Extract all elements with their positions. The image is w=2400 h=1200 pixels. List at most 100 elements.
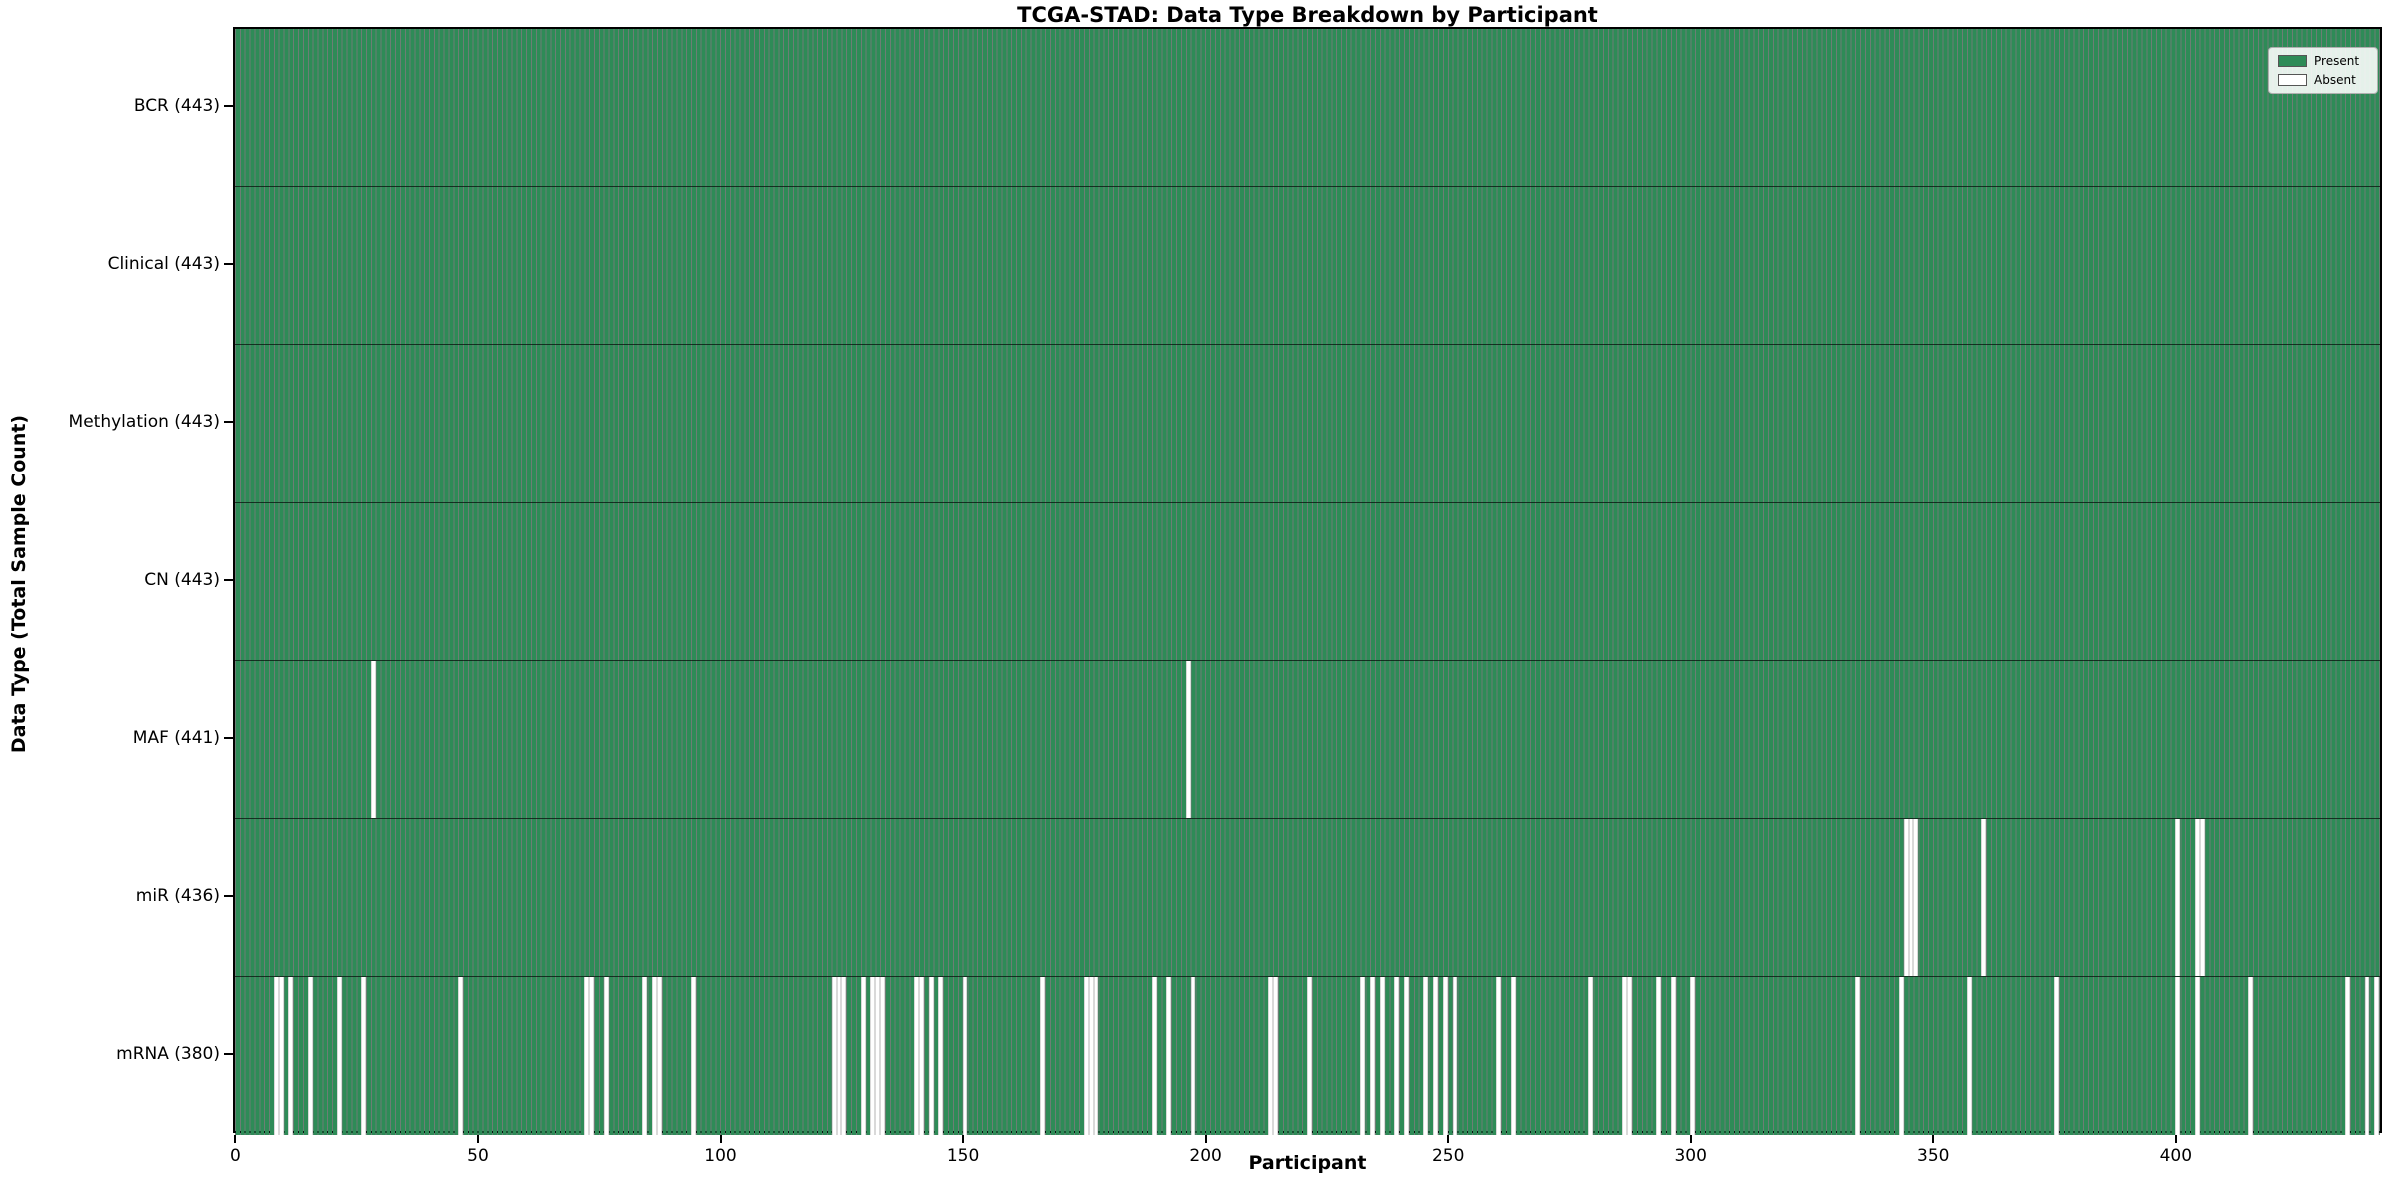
xtick-label-150: 150 [946, 1146, 980, 1166]
row-mRNA [235, 977, 2380, 1135]
absent-bar [1370, 977, 1375, 1135]
x-axis-label: Participant [1248, 1152, 1367, 1174]
absent-bar [2175, 977, 2181, 1135]
xtick-label-300: 300 [1674, 1146, 1707, 1166]
ytick-mark [224, 1053, 233, 1055]
ytick-label-Methylation: Methylation (443) [68, 412, 220, 432]
ytick-label-CN: CN (443) [144, 570, 220, 590]
row-Methylation [235, 345, 2380, 503]
absent-bar [336, 977, 342, 1135]
absent-bar [914, 977, 919, 1135]
absent-bar [273, 977, 279, 1135]
row-MAF [235, 661, 2380, 819]
xtick-mark [719, 1135, 722, 1143]
absent-bar [690, 977, 696, 1135]
absent-bar [1908, 819, 1914, 976]
absent-bar [1656, 977, 1662, 1135]
absent-bar [860, 977, 866, 1135]
absent-bar [1394, 977, 1400, 1135]
xtick-label-250: 250 [1431, 1146, 1465, 1166]
ytick-label-MAF: MAF (441) [132, 728, 220, 748]
absent-bar [1496, 977, 1502, 1135]
absent-bar [1093, 977, 1099, 1135]
absent-bar [1190, 977, 1196, 1135]
xtick-mark [476, 1135, 479, 1143]
xtick-mark [1932, 1135, 1935, 1143]
xtick-label-0: 0 [230, 1146, 241, 1166]
absent-bar [870, 977, 876, 1135]
absent-bar [1088, 977, 1094, 1135]
ytick-label-Clinical: Clinical (443) [107, 254, 220, 274]
absent-bar [2248, 977, 2253, 1135]
absent-bar [1898, 977, 1904, 1135]
absent-bar [589, 977, 594, 1135]
absent-bar [1510, 977, 1516, 1135]
absent-bar [642, 977, 648, 1135]
absent-bar [603, 977, 609, 1135]
absent-bar [1855, 977, 1861, 1135]
absent-bar [938, 977, 944, 1135]
absent-bar [1423, 977, 1429, 1135]
row-miR [235, 819, 2380, 977]
absent-bar [1903, 819, 1909, 976]
absent-swatch-icon [2278, 74, 2307, 86]
legend-entry-present: Present [2278, 54, 2368, 68]
absent-bar [1913, 819, 1919, 976]
legend-entry-absent: Absent [2278, 73, 2368, 87]
absent-bar [1379, 977, 1385, 1135]
xtick-mark [234, 1135, 237, 1143]
ytick-label-mRNA: mRNA (380) [116, 1044, 220, 1064]
row-CN [235, 503, 2380, 661]
absent-bar [1670, 977, 1676, 1135]
absent-bar [1627, 977, 1633, 1135]
absent-bar [1622, 977, 1628, 1135]
absent-bar [307, 977, 313, 1135]
absent-bar [370, 661, 376, 818]
absent-bar [278, 977, 284, 1135]
ytick-mark [224, 579, 233, 581]
absent-bar [841, 977, 847, 1135]
absent-bar [288, 977, 294, 1135]
xtick-label-100: 100 [704, 1146, 737, 1166]
absent-bar [652, 977, 658, 1135]
ytick-mark [224, 737, 233, 739]
absent-bar [1442, 977, 1448, 1135]
present-swatch-icon [2278, 55, 2307, 67]
absent-bar [831, 977, 837, 1135]
row-BCR [235, 29, 2380, 187]
absent-bar [657, 977, 662, 1135]
plot-area [233, 27, 2382, 1135]
absent-bar [584, 977, 590, 1135]
absent-bar [1040, 977, 1046, 1135]
absent-bar [875, 977, 881, 1135]
ytick-label-miR: miR (436) [135, 886, 220, 906]
ytick-mark [224, 421, 233, 423]
absent-bar [1166, 977, 1172, 1135]
absent-bar [1452, 977, 1458, 1135]
absent-bar [2345, 977, 2351, 1135]
absent-bar [1981, 819, 1987, 976]
absent-bar [1404, 977, 1409, 1135]
ytick-mark [224, 105, 233, 107]
ytick-mark [224, 263, 233, 265]
absent-bar [2194, 819, 2200, 976]
absent-bar [1433, 977, 1439, 1135]
absent-bar [2199, 819, 2205, 976]
absent-bar [962, 977, 968, 1135]
xtick-label-50: 50 [467, 1146, 489, 1166]
absent-bar [918, 977, 924, 1135]
absent-bar [1151, 977, 1157, 1135]
absent-bar [2175, 819, 2181, 976]
absent-bar [1273, 977, 1278, 1135]
absent-bar [2364, 977, 2370, 1135]
absent-bar [1360, 977, 1366, 1135]
legend-label-absent: Absent [2314, 73, 2356, 87]
absent-bar [2374, 977, 2380, 1135]
ytick-mark [224, 895, 233, 897]
row-Clinical [235, 187, 2380, 345]
absent-bar [1588, 977, 1594, 1135]
xtick-mark [1204, 1135, 1207, 1143]
absent-bar [458, 977, 463, 1135]
absent-bar [2194, 977, 2200, 1135]
